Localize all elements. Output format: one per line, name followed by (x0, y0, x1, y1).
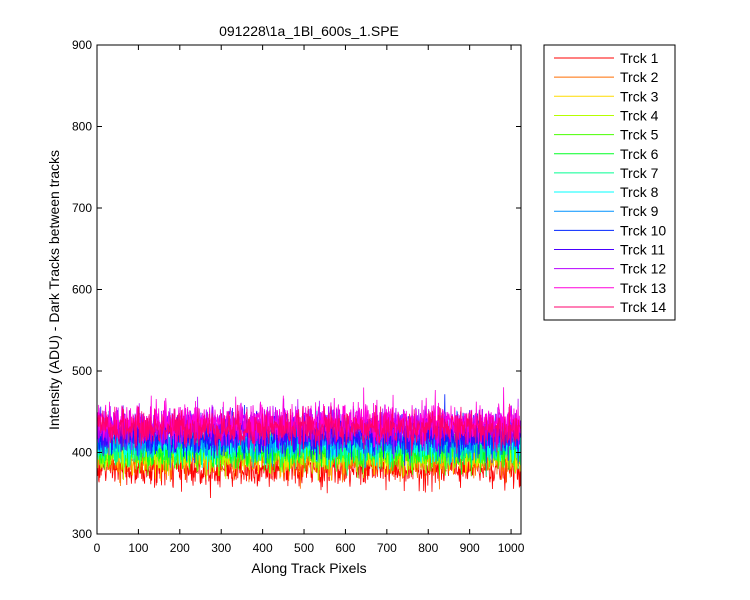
legend-label-9: Trck 9 (620, 203, 659, 219)
plot-area: 0 100 200 300 400 500 600 700 800 900 1000 300 400 5… (72, 38, 525, 555)
y-tick-label: 300 (72, 527, 92, 541)
legend-label-12: Trck 12 (620, 261, 666, 277)
legend-label-8: Trck 8 (620, 184, 659, 200)
y-tick-label: 400 (72, 446, 92, 460)
legend-label-11: Trck 11 (620, 242, 665, 258)
chart-title: 091228\1a_1Bl_600s_1.SPE (219, 23, 399, 39)
legend-label-14: Trck 14 (620, 299, 666, 315)
legend-label-13: Trck 13 (620, 280, 666, 296)
y-tick-label: 800 (72, 120, 92, 134)
x-tick-label: 800 (418, 541, 438, 555)
y-tick-label: 500 (72, 364, 92, 378)
x-tick-label: 600 (335, 541, 355, 555)
x-tick-label: 400 (253, 541, 273, 555)
y-tick-label: 900 (72, 38, 92, 52)
x-axis-ticks: 0 100 200 300 400 500 600 700 800 900 1000 (94, 45, 525, 555)
x-tick-label: 100 (128, 541, 148, 555)
x-tick-label: 1000 (498, 541, 525, 555)
legend-label-2: Trck 2 (620, 69, 659, 85)
x-tick-label: 900 (460, 541, 480, 555)
x-axis-label: Along Track Pixels (251, 560, 366, 576)
series-line-14 (97, 403, 521, 457)
legend-box (543, 44, 676, 321)
x-tick-label: 700 (377, 541, 397, 555)
x-tick-label: 500 (294, 541, 314, 555)
y-tick-label: 700 (72, 201, 92, 215)
legend-items: Trck 1 Trck 2 Trck 3 Trck 4 Trck 5 Trck 6 Trck… (554, 50, 666, 315)
legend: Trck 1 Trck 2 Trck 3 Trck 4 Trck 5 Trck 6 Trck… (543, 44, 676, 321)
x-tick-label: 300 (211, 541, 231, 555)
y-axis-label: Intensity (ADU) - Dark Tracks between tr… (46, 150, 62, 430)
series-layer (97, 387, 521, 498)
x-tick-label: 0 (94, 541, 101, 555)
y-tick-label: 600 (72, 283, 92, 297)
legend-label-1: Trck 1 (620, 50, 659, 66)
legend-label-5: Trck 5 (620, 127, 659, 143)
legend-label-10: Trck 10 (620, 222, 666, 238)
y-axis-ticks: 300 400 500 600 700 800 900 (72, 38, 521, 541)
x-tick-label: 200 (170, 541, 190, 555)
legend-label-4: Trck 4 (620, 107, 659, 123)
legend-label-6: Trck 6 (620, 146, 659, 162)
legend-label-7: Trck 7 (620, 165, 659, 181)
legend-label-3: Trck 3 (620, 88, 659, 104)
